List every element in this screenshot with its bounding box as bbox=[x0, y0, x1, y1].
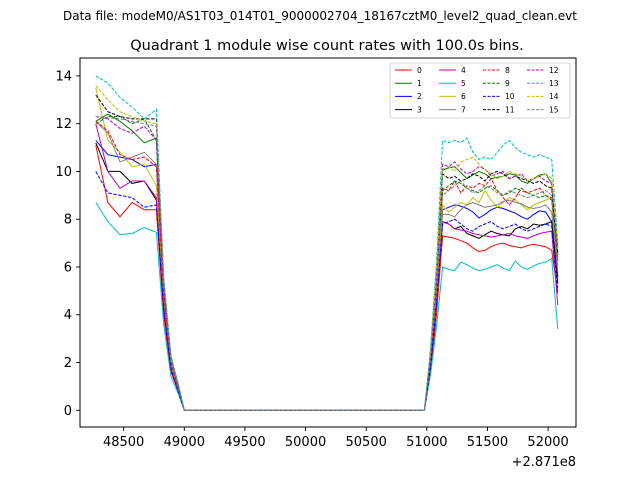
legend-label-8: 8 bbox=[505, 66, 510, 75]
series-line-13 bbox=[95, 75, 559, 411]
legend-label-5: 5 bbox=[461, 79, 466, 88]
chart-title: Quadrant 1 module wise count rates with … bbox=[130, 38, 524, 54]
legend-label-14: 14 bbox=[549, 92, 559, 101]
legend-label-13: 13 bbox=[549, 79, 559, 88]
series-line-11 bbox=[95, 94, 559, 411]
legend-label-0: 0 bbox=[417, 66, 422, 75]
legend-label-10: 10 bbox=[505, 92, 515, 101]
legend-label-6: 6 bbox=[461, 92, 466, 101]
legend-label-4: 4 bbox=[461, 66, 466, 75]
legend-label-9: 9 bbox=[505, 79, 510, 88]
series-line-15 bbox=[95, 116, 559, 411]
x-tick-label: 51000 bbox=[406, 435, 447, 450]
x-tick-label: 50500 bbox=[346, 435, 387, 450]
legend-label-11: 11 bbox=[505, 105, 515, 114]
legend-label-2: 2 bbox=[417, 92, 422, 101]
x-offset-label: +2.871e8 bbox=[512, 455, 576, 470]
y-tick-label: 12 bbox=[55, 117, 72, 132]
legend-label-7: 7 bbox=[461, 105, 466, 114]
y-tick-label: 6 bbox=[64, 260, 72, 275]
plot-area bbox=[95, 75, 559, 411]
legend-label-15: 15 bbox=[549, 105, 559, 114]
y-tick-label: 10 bbox=[55, 165, 72, 180]
y-tick-label: 0 bbox=[64, 404, 72, 419]
x-tick-label: 51500 bbox=[467, 435, 508, 450]
legend-label-3: 3 bbox=[417, 105, 422, 114]
legend-box bbox=[389, 62, 571, 119]
y-tick-label: 14 bbox=[55, 69, 72, 84]
data-file-suptitle: Data file: modeM0/AS1T03_014T01_90000027… bbox=[63, 9, 577, 23]
y-tick-label: 2 bbox=[64, 356, 72, 371]
x-tick-label: 48500 bbox=[103, 435, 144, 450]
series-line-10 bbox=[95, 171, 559, 411]
y-tick-label: 8 bbox=[64, 213, 72, 228]
x-tick-label: 49500 bbox=[224, 435, 265, 450]
legend-label-1: 1 bbox=[417, 79, 422, 88]
y-tick-label: 4 bbox=[64, 308, 72, 323]
x-tick-label: 49000 bbox=[164, 435, 205, 450]
series-line-8 bbox=[95, 120, 559, 411]
series-line-0 bbox=[95, 145, 559, 411]
x-tick-label: 52000 bbox=[527, 435, 568, 450]
series-line-5 bbox=[95, 202, 559, 411]
legend-label-12: 12 bbox=[549, 66, 559, 75]
axes-frame bbox=[79, 57, 577, 428]
x-tick-label: 50000 bbox=[285, 435, 326, 450]
